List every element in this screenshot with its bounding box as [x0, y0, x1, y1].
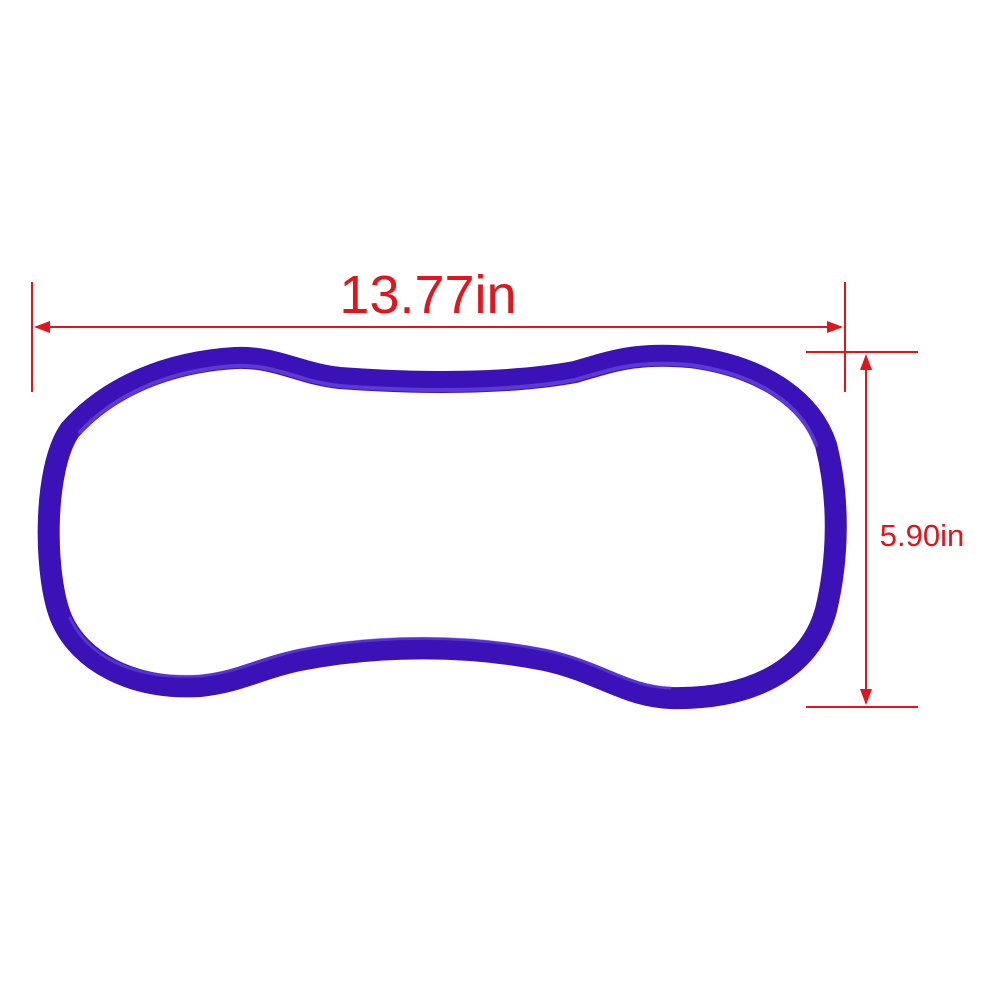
height-label: 5.90in	[880, 518, 964, 553]
width-arrow-right-icon	[827, 321, 843, 333]
ring-lower-highlight	[68, 616, 672, 690]
resistance-ring-icon	[37, 344, 847, 710]
width-dimension: 13.77in	[31, 265, 846, 392]
height-dimension: 5.90in	[806, 351, 964, 708]
width-arrow-left-icon	[34, 321, 50, 333]
height-arrow-top-icon	[860, 354, 872, 370]
ring-highlight	[78, 361, 818, 447]
ring-body	[37, 344, 847, 710]
height-arrow-bottom-icon	[860, 689, 872, 705]
width-label: 13.77in	[339, 265, 516, 325]
